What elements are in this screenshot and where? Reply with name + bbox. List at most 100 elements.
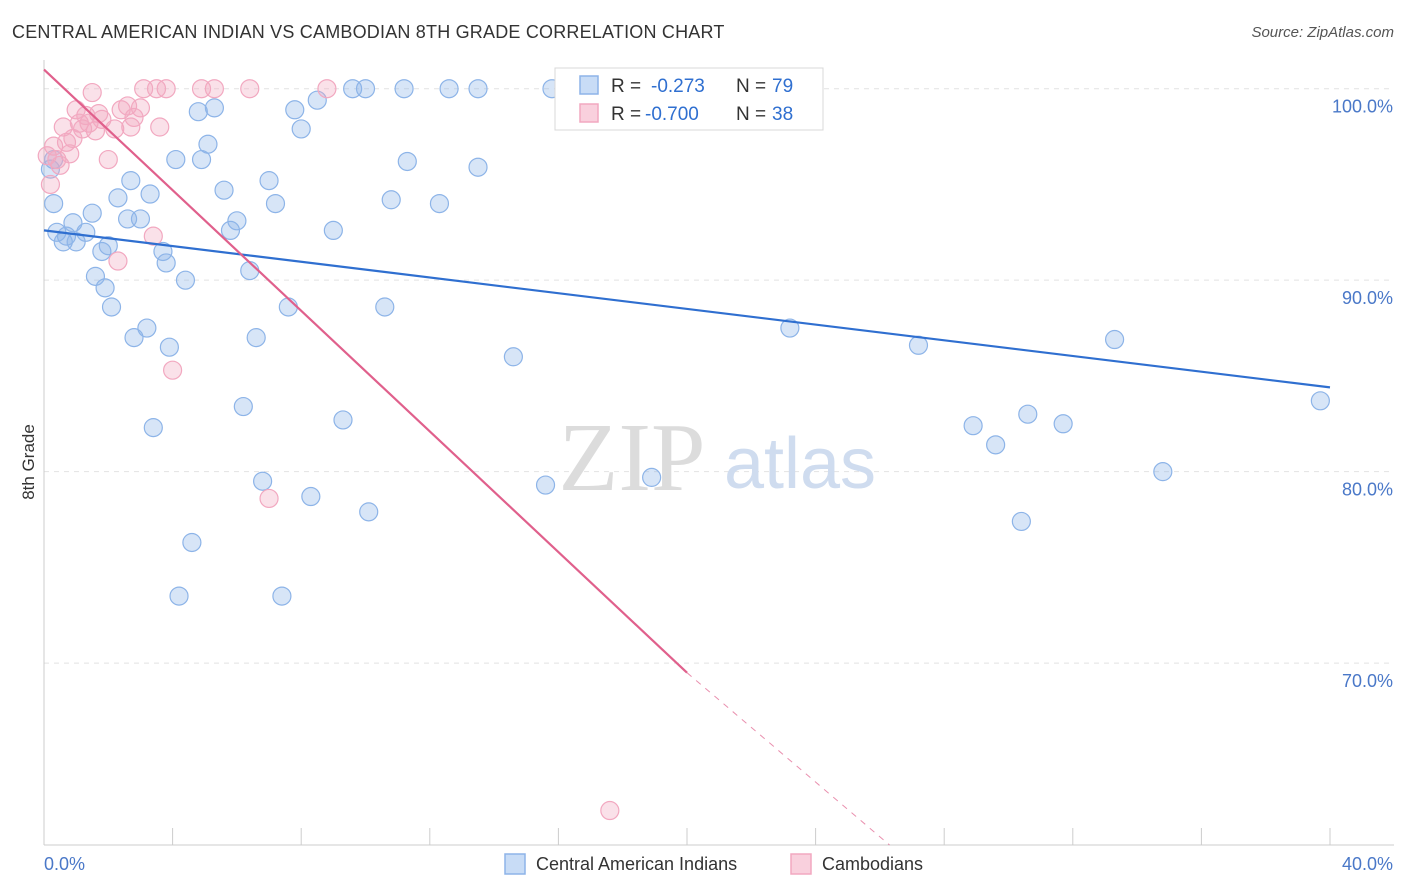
point-cambodians [60, 144, 80, 164]
point-cambodians [143, 226, 163, 246]
point-central-american-indians [101, 297, 122, 317]
data-points [37, 79, 1330, 821]
stats-r-label-1: R = [611, 76, 641, 97]
point-central-american-indians [265, 193, 286, 214]
point-central-american-indians [439, 79, 459, 99]
grid-lines [44, 88, 1394, 664]
point-central-american-indians [121, 171, 141, 191]
point-central-american-indians [233, 396, 253, 417]
point-central-american-indians [375, 297, 395, 317]
stats-r-value-1: -0.273 [651, 76, 705, 97]
point-central-american-indians [259, 171, 279, 191]
point-central-american-indians [156, 253, 176, 273]
trend-line-cambodians [43, 68, 688, 674]
point-central-american-indians [214, 180, 234, 200]
point-central-american-indians [323, 220, 343, 241]
point-central-american-indians [240, 261, 260, 281]
point-central-american-indians [253, 471, 273, 491]
legend-swatch-cambodians [790, 853, 812, 875]
point-central-american-indians [1011, 511, 1031, 532]
point-central-american-indians [642, 467, 662, 487]
point-central-american-indians [272, 586, 292, 606]
stats-n-value-1: 79 [772, 76, 793, 97]
point-cambodians [37, 146, 57, 166]
point-central-american-indians [359, 502, 379, 522]
point-central-american-indians [130, 209, 151, 229]
point-central-american-indians [291, 119, 311, 139]
stats-r-label-2: R = [611, 104, 641, 125]
stats-r-value-2: -0.700 [645, 104, 699, 125]
legend-label-central-american-indians: Central American Indians [536, 854, 737, 874]
point-central-american-indians [986, 435, 1006, 455]
point-central-american-indians [159, 337, 179, 357]
point-cambodians [124, 107, 144, 128]
point-cambodians [150, 117, 170, 137]
legend: Central American Indians Cambodians [504, 853, 923, 875]
stats-box: R = -0.273 N = 79 R = -0.700 N = 38 [554, 67, 824, 131]
point-central-american-indians [137, 318, 157, 338]
point-central-american-indians [278, 297, 298, 317]
point-cambodians [156, 79, 176, 99]
point-central-american-indians [227, 211, 247, 231]
point-cambodians [146, 79, 167, 99]
point-cambodians [259, 488, 279, 509]
watermark-zip: ZIP [559, 404, 706, 512]
point-cambodians [163, 360, 183, 380]
axes [43, 60, 1394, 846]
chart-title: CENTRAL AMERICAN INDIAN VS CAMBODIAN 8TH… [12, 22, 725, 42]
point-central-american-indians [285, 100, 305, 120]
point-central-american-indians [198, 134, 218, 154]
point-central-american-indians [429, 193, 450, 214]
x-tick-label-min: 0.0% [44, 854, 85, 874]
y-tick-label: 100.0% [1332, 97, 1393, 117]
point-cambodians [40, 174, 61, 195]
point-central-american-indians [76, 222, 96, 242]
point-central-american-indians [220, 220, 241, 241]
point-central-american-indians [82, 203, 102, 223]
chart-source: Source: ZipAtlas.com [1251, 24, 1394, 41]
point-central-american-indians [381, 190, 401, 210]
trend-line-cambodians-extension [686, 672, 890, 846]
point-central-american-indians [1310, 391, 1330, 411]
point-central-american-indians [166, 149, 186, 170]
y-axis-label: 8th Grade [19, 424, 38, 500]
stats-n-label-1: N = [736, 76, 766, 97]
trend-lines [43, 68, 1331, 846]
y-tick-labels: 70.0% 80.0% 90.0% 100.0% [1332, 97, 1393, 691]
point-central-american-indians [204, 98, 224, 118]
y-tick-label: 90.0% [1342, 288, 1393, 308]
point-central-american-indians [301, 486, 321, 507]
point-central-american-indians [1104, 329, 1125, 350]
trend-line-central-american-indians [43, 229, 1331, 389]
point-central-american-indians [503, 347, 523, 367]
point-central-american-indians [1153, 462, 1173, 482]
point-cambodians [240, 79, 260, 99]
point-cambodians [82, 82, 102, 103]
point-cambodians [600, 800, 620, 821]
y-tick-label: 70.0% [1342, 671, 1393, 691]
point-central-american-indians [1053, 414, 1073, 434]
point-central-american-indians [108, 188, 128, 208]
point-cambodians [69, 113, 89, 133]
point-cambodians [130, 98, 151, 118]
point-central-american-indians [175, 270, 196, 290]
point-central-american-indians [780, 318, 800, 338]
point-cambodians [204, 79, 224, 99]
point-central-american-indians [169, 586, 189, 606]
point-central-american-indians [98, 236, 118, 256]
point-central-american-indians [182, 532, 202, 553]
point-central-american-indians [140, 184, 160, 204]
stats-n-value-2: 38 [772, 104, 793, 125]
point-central-american-indians [63, 213, 83, 233]
point-cambodians [98, 149, 118, 170]
point-cambodians [92, 109, 112, 129]
point-central-american-indians [355, 79, 376, 99]
point-central-american-indians [124, 328, 144, 348]
point-central-american-indians [468, 157, 488, 177]
point-central-american-indians [468, 79, 488, 99]
y-tick-label: 80.0% [1342, 480, 1393, 500]
watermark-atlas: atlas [724, 424, 876, 504]
point-central-american-indians [44, 193, 64, 214]
point-central-american-indians [535, 475, 556, 495]
